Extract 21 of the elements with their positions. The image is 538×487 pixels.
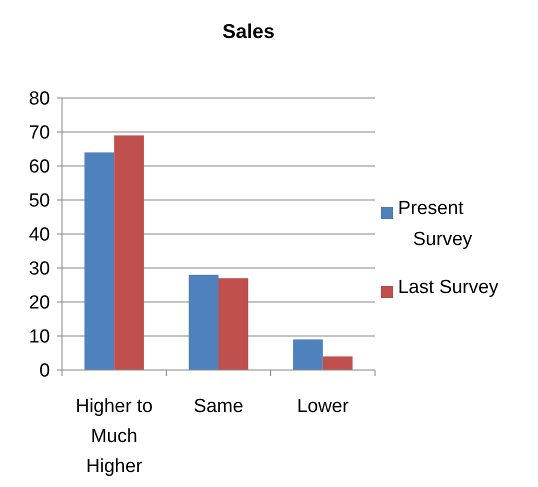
bar [114, 135, 144, 370]
legend-label: Present Survey [398, 198, 473, 250]
x-tick-label: Same [194, 396, 244, 417]
y-tick-label: 30 [28, 258, 50, 280]
y-tick-label: 40 [28, 224, 50, 246]
bar [293, 339, 323, 370]
bar [322, 356, 353, 370]
y-tick-label: 50 [28, 190, 50, 212]
bar [188, 274, 218, 370]
y-tick-label: 20 [28, 292, 50, 314]
chart-title: Sales [222, 21, 275, 43]
y-tick-label: 10 [28, 326, 50, 348]
x-tick-label: Higher to Much Higher [76, 396, 153, 477]
bar [218, 278, 248, 370]
x-tick-label: Lower [296, 396, 350, 417]
y-tick-label: 70 [28, 122, 50, 144]
y-tick-label: 60 [28, 156, 50, 178]
bar [84, 152, 114, 370]
y-tick-label: 0 [39, 360, 50, 382]
y-tick-label: 80 [28, 88, 50, 110]
legend-label: Last Survey [398, 277, 499, 298]
